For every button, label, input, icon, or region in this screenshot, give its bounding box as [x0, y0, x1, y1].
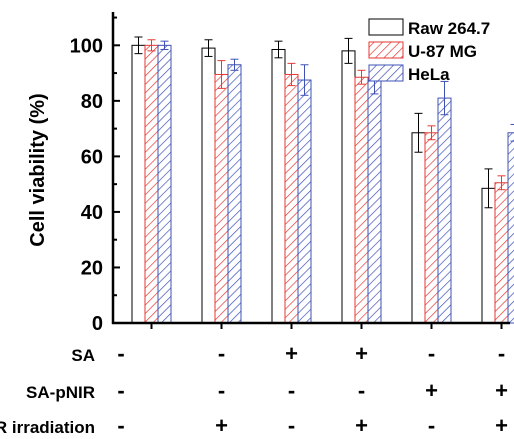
error-bar-hela-1 — [160, 40, 169, 50]
error-bar-u-87-mg-6 — [497, 175, 506, 191]
bar-hela-5 — [437, 97, 452, 324]
minus-mark: - — [218, 341, 225, 366]
bar-raw-264-7-2 — [201, 47, 216, 324]
error-bar-hela-6 — [510, 123, 514, 142]
bar-raw-264-7-4 — [341, 50, 356, 324]
minus-mark: - — [218, 378, 225, 403]
bar-u-87-mg-2 — [214, 73, 229, 324]
minus-mark: - — [288, 413, 295, 438]
y-tick-label: 40 — [81, 202, 103, 224]
error-bar-u-87-mg-1 — [147, 39, 156, 52]
minus-mark: - — [117, 413, 124, 438]
bar-raw-264-7-5 — [411, 132, 426, 324]
legend-label: U-87 MG — [408, 42, 477, 61]
bar-u-87-mg-3 — [284, 73, 299, 324]
minus-mark: - — [428, 413, 435, 438]
minus-mark: - — [288, 378, 295, 403]
plus-mark: + — [425, 378, 438, 403]
legend-item-u-87-mg: U-87 MG — [368, 41, 477, 61]
legend-item-raw-264-7: Raw 264.7 — [368, 18, 490, 38]
error-bar-raw-264-7-6 — [484, 168, 493, 209]
y-axis-title: Cell viability (%) — [27, 93, 49, 246]
bar-hela-6 — [507, 132, 514, 324]
axes-layer: 0 20 40 60 80 100 — [70, 12, 510, 335]
plus-mark: + — [495, 413, 508, 438]
y-tick-label: 20 — [81, 257, 103, 279]
error-bar-hela-2 — [230, 58, 239, 71]
plus-mark: + — [495, 378, 508, 403]
bar-raw-264-7-6 — [481, 187, 496, 324]
legend-swatch — [368, 18, 404, 36]
bar-raw-264-7-3 — [271, 48, 286, 324]
bar-u-87-mg-6 — [494, 182, 509, 324]
error-bar-hela-3 — [300, 64, 309, 96]
condition-row-1: SA - - + + - - — [71, 341, 505, 366]
bar-hela-3 — [297, 79, 312, 324]
plus-mark: + — [285, 341, 298, 366]
condition-label: R irradiation — [0, 418, 95, 437]
y-tick-label: 0 — [92, 313, 103, 335]
legend-swatch — [368, 41, 404, 59]
bars-layer — [131, 36, 514, 324]
error-bar-u-87-mg-4 — [357, 69, 366, 85]
condition-row-2: SA-pNIR - - - - + + — [26, 378, 508, 403]
minus-mark: - — [358, 378, 365, 403]
condition-label: SA — [71, 346, 95, 365]
error-bar-hela-5 — [440, 80, 449, 116]
bar-u-87-mg-1 — [144, 44, 159, 324]
bar-u-87-mg-5 — [424, 132, 439, 324]
y-tick-label: 100 — [70, 35, 103, 57]
error-bar-u-87-mg-5 — [427, 125, 436, 141]
error-bar-raw-264-7-3 — [274, 40, 283, 59]
legend: Raw 264.7 U-87 MG HeLa — [368, 18, 490, 84]
error-bar-raw-264-7-1 — [134, 36, 143, 55]
minus-mark: - — [117, 341, 124, 366]
error-bar-raw-264-7-5 — [414, 112, 423, 153]
y-tick-label: 80 — [81, 91, 103, 113]
bar-u-87-mg-4 — [354, 76, 369, 324]
error-bar-raw-264-7-2 — [204, 39, 213, 57]
bar-hela-2 — [227, 64, 242, 324]
legend-item-hela: HeLa — [368, 64, 450, 84]
conditions-table: SA - - + + - - SA-pNIR - - - - + + R irradiation - + - + - + — [0, 341, 508, 438]
legend-label: Raw 264.7 — [408, 19, 490, 38]
y-tick-label: 60 — [81, 146, 103, 168]
error-bar-u-87-mg-2 — [217, 60, 226, 89]
plus-mark: + — [355, 413, 368, 438]
plus-mark: + — [215, 413, 228, 438]
minus-mark: - — [117, 378, 124, 403]
bar-raw-264-7-1 — [131, 44, 146, 324]
error-bar-u-87-mg-3 — [287, 62, 296, 87]
bar-hela-4 — [367, 79, 382, 324]
legend-label: HeLa — [408, 65, 450, 84]
bar-hela-1 — [157, 44, 172, 324]
plus-mark: + — [355, 341, 368, 366]
error-bar-raw-264-7-4 — [344, 37, 353, 64]
legend-swatch — [368, 64, 404, 82]
minus-mark: - — [498, 341, 505, 366]
condition-label: SA-pNIR — [26, 383, 95, 402]
condition-row-3: R irradiation - + - + - + — [0, 413, 508, 438]
minus-mark: - — [428, 341, 435, 366]
